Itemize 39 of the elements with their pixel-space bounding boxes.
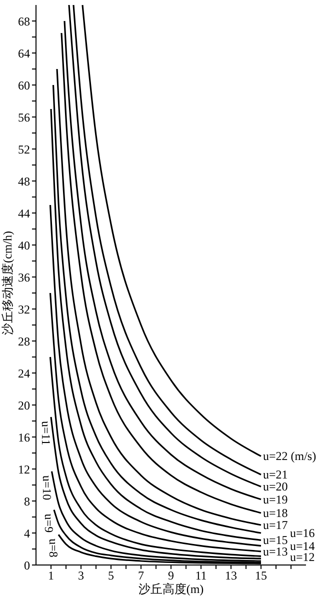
y-tick-label: 32 <box>18 302 30 316</box>
y-tick-label: 40 <box>18 238 30 252</box>
text: u=10 <box>40 475 54 500</box>
y-tick-label: 28 <box>18 334 30 348</box>
y-tick-label: 8 <box>24 494 30 508</box>
x-tick-label: 5 <box>108 568 114 583</box>
y-tick-label: 48 <box>18 174 30 188</box>
y-tick-label: 24 <box>18 366 30 380</box>
x-tick-label: 9 <box>168 568 174 583</box>
y-tick-label: 16 <box>18 430 30 444</box>
x-tick-label: 1 <box>48 568 54 583</box>
y-tick-label: 36 <box>18 270 30 284</box>
series-label: u=20 <box>263 480 288 494</box>
x-tick-label: 13 <box>225 568 237 583</box>
x-axis-title: 沙丘高度(m) <box>138 582 204 596</box>
series-label: u=21 <box>263 468 288 482</box>
x-tick-label: 3 <box>78 568 84 583</box>
series-label: u=17 <box>263 518 288 532</box>
y-tick-label: 12 <box>18 462 30 476</box>
y-tick-label: 60 <box>18 78 30 92</box>
text: u=9 <box>42 514 56 533</box>
series-label: u=19 <box>263 492 288 506</box>
y-tick-label: 68 <box>18 14 30 28</box>
y-tick-label: 64 <box>18 46 30 60</box>
x-tick-label: 11 <box>195 568 207 583</box>
text: u=16 <box>290 526 315 540</box>
x-tick-label: 15 <box>255 568 267 583</box>
y-tick-label: 20 <box>18 398 30 412</box>
series-label: u=22 (m/s) <box>263 449 316 464</box>
y-tick-label: 56 <box>18 110 30 124</box>
y-tick-label: 4 <box>24 526 30 540</box>
y-tick-label: 0 <box>24 558 30 572</box>
text: u=8 <box>46 538 60 558</box>
x-tick-label: 7 <box>138 568 144 583</box>
text: u=11 <box>39 421 53 446</box>
y-tick-label: 52 <box>18 142 30 156</box>
series-label: u=18 <box>263 506 288 520</box>
y-axis-title: 沙丘移动速度(cm/h) <box>0 231 14 335</box>
y-tick-label: 44 <box>18 206 30 220</box>
